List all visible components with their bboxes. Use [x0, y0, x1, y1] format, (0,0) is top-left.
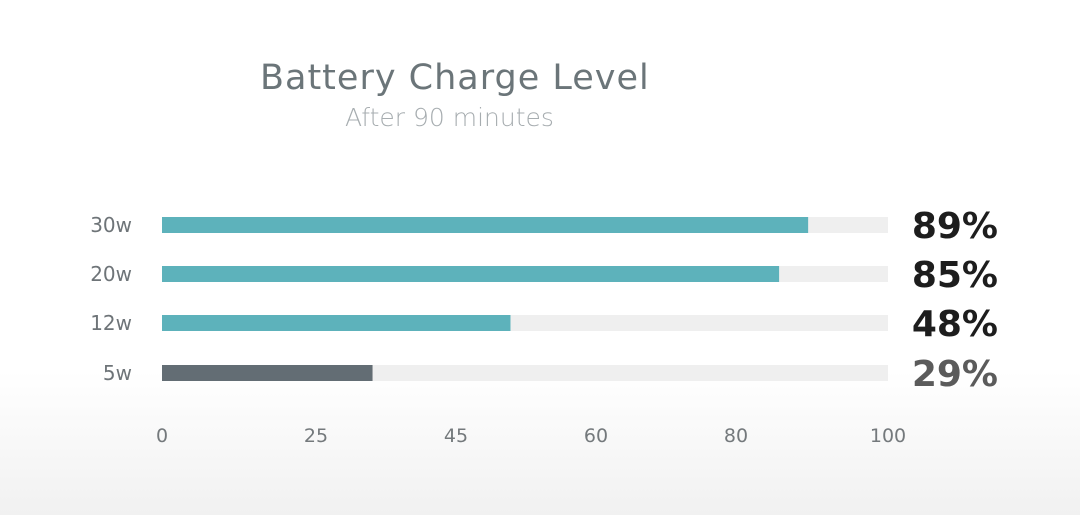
category-label: 30w — [90, 213, 132, 237]
bar — [162, 266, 780, 282]
x-tick-label: 45 — [444, 425, 468, 447]
x-tick-label: 100 — [870, 425, 906, 447]
category-label: 12w — [90, 311, 132, 335]
x-tick-label: 80 — [724, 425, 748, 447]
bar — [162, 217, 809, 233]
chart-subtitle: After 90 minutes — [345, 103, 554, 132]
chart-title: Battery Charge Level — [260, 58, 650, 98]
value-label: 29% — [912, 354, 998, 395]
category-label: 20w — [90, 262, 132, 286]
bar — [162, 315, 511, 331]
category-label: 5w — [103, 361, 132, 385]
value-label: 89% — [912, 206, 998, 247]
x-tick-label: 0 — [156, 425, 168, 447]
x-tick-label: 60 — [584, 425, 608, 447]
bar — [162, 365, 373, 381]
x-tick-label: 25 — [304, 425, 328, 447]
value-label: 48% — [912, 304, 998, 345]
value-label: 85% — [912, 255, 998, 296]
